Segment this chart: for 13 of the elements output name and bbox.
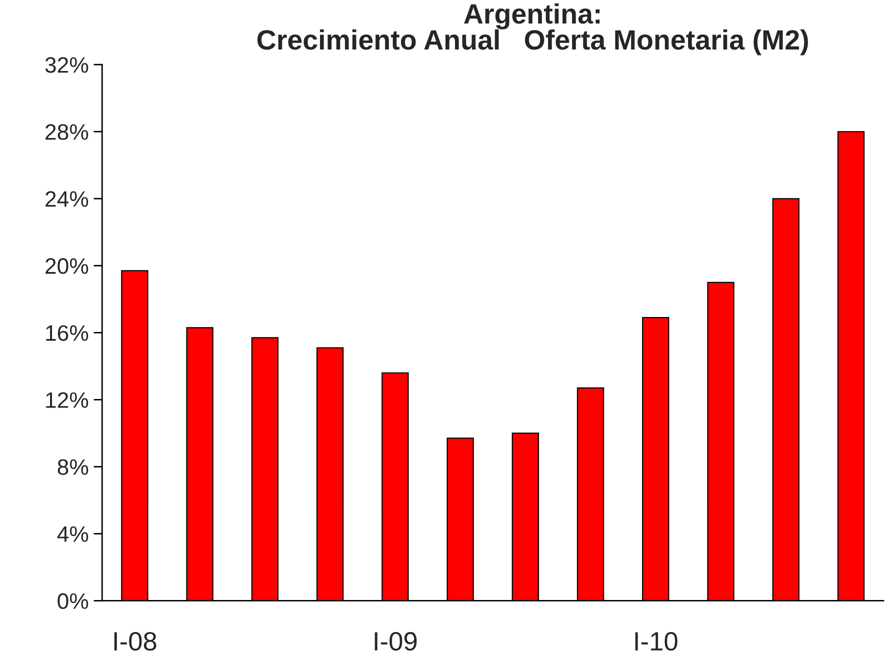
x-tick-label: I-10	[635, 632, 678, 651]
y-tick-label: 4%	[57, 526, 88, 542]
y-tick-label: 12%	[46, 392, 88, 408]
y-tick-label: 0%	[58, 593, 88, 610]
x-tick-label: I-08	[114, 632, 156, 651]
y-tick-label: 16%	[46, 325, 88, 341]
chart-title: Argentina: Crecimiento Anual Oferta Monetaria (M2)	[257, 3, 808, 56]
x-tick-label: I-09	[374, 632, 417, 651]
y-tick-label: 8%	[58, 459, 88, 475]
y-tick-label: 24%	[46, 191, 88, 207]
y-tick-label: 20%	[46, 258, 88, 274]
y-tick-label: 28%	[46, 124, 88, 140]
y-tick-label: 32%	[45, 57, 88, 73]
